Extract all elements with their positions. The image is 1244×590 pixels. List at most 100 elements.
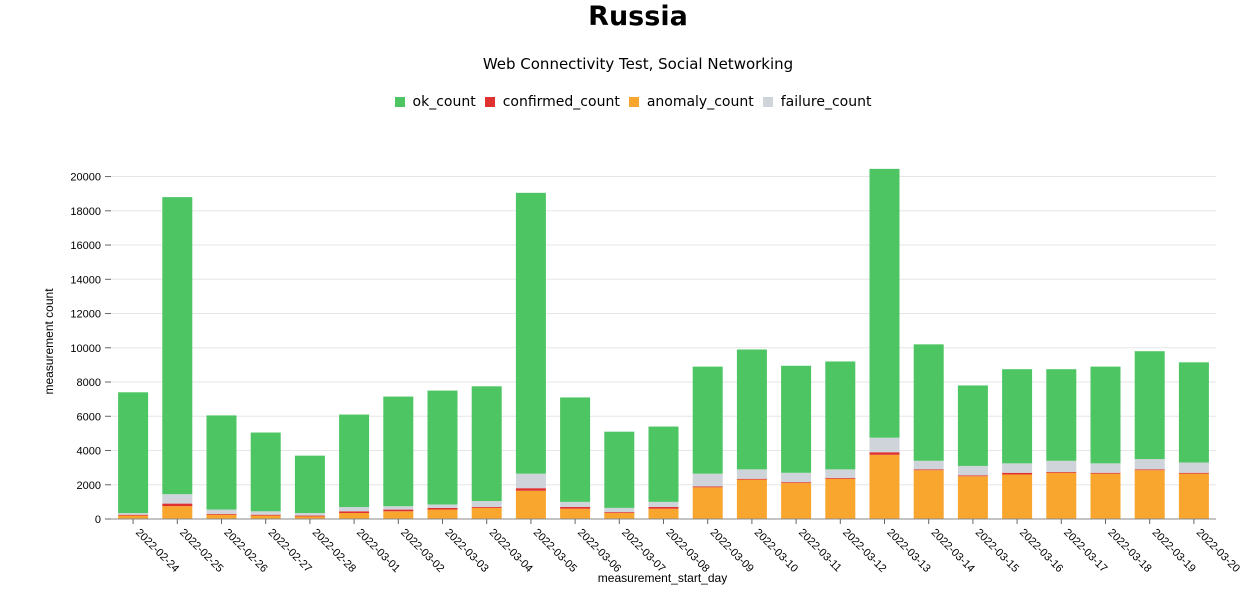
bar-failure-count [736, 469, 767, 479]
bar-failure-count [957, 465, 988, 476]
bar-failure-count [162, 494, 193, 504]
bar-failure-count [913, 460, 944, 470]
bar-failure-count [383, 506, 414, 510]
bar-anomaly-count [471, 507, 502, 519]
y-tick-label: 20000 [70, 172, 101, 184]
bar-anomaly-count [294, 516, 325, 519]
bar-confirmed-count [781, 482, 812, 484]
bar-failure-count [427, 504, 458, 508]
bar-anomaly-count [781, 483, 812, 519]
legend-item-failure-count[interactable]: failure_count [762, 92, 872, 112]
bar-ok-count [471, 386, 502, 502]
x-tick-label: 2022-03-09 [708, 527, 756, 575]
bar-confirmed-count [736, 478, 767, 480]
legend-swatch-failure-count [762, 97, 773, 107]
bar-anomaly-count [162, 506, 193, 519]
legend-label-ok-count: ok_count [412, 94, 476, 110]
bar-anomaly-count [1178, 473, 1209, 519]
x-tick-label: 2022-03-07 [619, 527, 667, 575]
x-tick-label: 2022-03-11 [796, 527, 844, 575]
bar-anomaly-count [427, 509, 458, 519]
bar-anomaly-count [736, 479, 767, 519]
chart-title: Russia [588, 1, 688, 32]
bar-confirmed-count [604, 512, 635, 514]
y-tick-label: 6000 [77, 411, 101, 423]
legend-swatch-anomaly-count [628, 97, 639, 107]
bar-ok-count [781, 365, 812, 473]
x-tick-label: 2022-02-25 [177, 527, 225, 575]
bar-failure-count [250, 511, 281, 515]
bar-anomaly-count [206, 514, 237, 519]
bar-confirmed-count [471, 507, 502, 508]
bar-anomaly-count [250, 515, 281, 519]
bar-ok-count [692, 366, 723, 474]
bar-anomaly-count [1134, 470, 1165, 519]
legend-label-anomaly-count: anomaly_count [646, 94, 754, 110]
bar-confirmed-count [1002, 472, 1033, 475]
y-tick-label: 8000 [77, 377, 101, 389]
x-tick-label: 2022-03-03 [442, 527, 490, 575]
x-tick-label: 2022-03-15 [973, 527, 1021, 575]
bar-failure-count [781, 472, 812, 483]
legend-swatch-confirmed-count [484, 97, 495, 107]
bar-confirmed-count [913, 469, 944, 471]
y-tick-label: 4000 [77, 446, 101, 458]
y-tick-label: 12000 [70, 309, 101, 321]
bar-confirmed-count [118, 514, 149, 516]
bar-anomaly-count [604, 513, 635, 519]
bar-failure-count [692, 473, 723, 487]
bar-anomaly-count [118, 515, 149, 519]
bar-ok-count [294, 455, 325, 514]
bar-confirmed-count [869, 452, 900, 455]
legend: ok_count confirmed_count anomaly_count f… [0, 92, 1244, 112]
bar-ok-count [118, 392, 149, 514]
bar-confirmed-count [825, 477, 856, 479]
bar-failure-count [471, 501, 502, 508]
bar-anomaly-count [560, 508, 591, 519]
bar-confirmed-count [294, 515, 325, 517]
bar-confirmed-count [1090, 472, 1121, 474]
x-axis-title: measurement_start_day [598, 571, 727, 585]
x-tick-label: 2022-03-20 [1194, 527, 1242, 575]
bar-failure-count [118, 513, 149, 515]
bar-ok-count [913, 344, 944, 461]
bar-confirmed-count [250, 514, 281, 516]
x-tick-label: 2022-03-10 [752, 527, 800, 575]
x-tick-label: 2022-03-05 [531, 527, 579, 575]
legend-item-confirmed-count[interactable]: confirmed_count [484, 92, 620, 112]
bar-ok-count [957, 385, 988, 466]
bars [118, 168, 1209, 519]
bar-failure-count [1002, 463, 1033, 473]
y-tick-label: 0 [95, 514, 101, 526]
bar-confirmed-count [648, 507, 679, 509]
bar-failure-count [1134, 459, 1165, 470]
bar-ok-count [1090, 366, 1121, 464]
legend-item-ok-count[interactable]: ok_count [394, 92, 476, 112]
legend-label-failure-count: failure_count [780, 94, 872, 110]
x-tick-label: 2022-03-13 [884, 527, 932, 575]
bar-confirmed-count [957, 475, 988, 477]
bar-anomaly-count [869, 454, 900, 519]
x-tick-label: 2022-02-24 [133, 527, 181, 575]
x-tick-label: 2022-03-14 [929, 527, 977, 575]
bar-failure-count [1046, 460, 1077, 472]
bar-ok-count [206, 415, 237, 510]
bar-ok-count [648, 426, 679, 502]
bar-confirmed-count [692, 486, 723, 488]
legend-item-anomaly-count[interactable]: anomaly_count [628, 92, 754, 112]
bar-anomaly-count [1090, 473, 1121, 519]
bar-anomaly-count [1002, 474, 1033, 519]
bar-ok-count [1002, 369, 1033, 464]
bar-anomaly-count [648, 508, 679, 519]
bar-failure-count [560, 501, 591, 508]
bar-confirmed-count [339, 511, 370, 514]
bar-failure-count [294, 513, 325, 516]
bar-anomaly-count [957, 476, 988, 519]
bar-failure-count [1178, 462, 1209, 473]
bar-failure-count [604, 507, 635, 513]
bar-failure-count [515, 473, 546, 489]
bar-ok-count [869, 168, 900, 438]
x-tick-label: 2022-03-12 [840, 527, 888, 575]
bar-ok-count [1134, 351, 1165, 460]
